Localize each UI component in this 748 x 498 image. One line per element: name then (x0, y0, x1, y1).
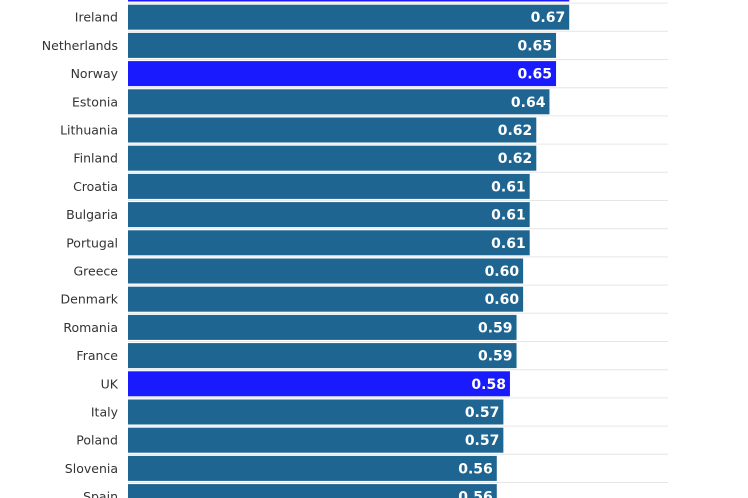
value-labels: 0.67 0.65 0.65 0.64 0.62 0.62 0.61 0.61 0.61 0.60… (458, 10, 565, 498)
category-label: Ireland (75, 10, 118, 25)
category-label: Poland (76, 433, 118, 448)
bar-finland (128, 145, 537, 171)
category-label: Croatia (73, 179, 118, 194)
category-label: Finland (73, 151, 118, 166)
value-label: 0.60 (485, 264, 520, 280)
category-label: Italy (91, 405, 119, 420)
value-label: 0.64 (511, 95, 546, 111)
value-label: 0.65 (518, 67, 553, 83)
bar-netherlands (128, 32, 557, 58)
value-label: 0.62 (498, 123, 533, 139)
bar-lithuania (128, 117, 537, 143)
category-label: Portugal (66, 235, 118, 250)
value-label: 0.61 (491, 236, 526, 252)
value-label: 0.57 (465, 405, 500, 421)
value-label: 0.61 (491, 208, 526, 224)
value-label: 0.61 (491, 179, 526, 195)
bar-poland (128, 427, 504, 453)
bar-estonia (128, 89, 550, 115)
category-label: Bulgaria (66, 207, 118, 222)
value-label: 0.65 (518, 38, 553, 54)
value-label: 0.56 (458, 461, 493, 477)
value-label: 0.60 (485, 292, 520, 308)
value-label: 0.56 (458, 490, 493, 498)
bar-spain (128, 484, 497, 498)
category-label: Estonia (72, 94, 118, 109)
bar-norway (128, 61, 557, 87)
category-label: Spain (83, 489, 118, 498)
bar-italy (128, 399, 504, 425)
gridlines (128, 2, 668, 483)
bar-slovenia (128, 455, 497, 481)
bar-ireland (128, 4, 570, 30)
category-label: France (76, 348, 118, 363)
category-label: Romania (63, 320, 118, 335)
category-label: Slovenia (65, 461, 118, 476)
value-label: 0.58 (471, 377, 506, 393)
value-label: 0.62 (498, 151, 533, 167)
category-labels: Ireland Netherlands Norway Estonia Lithuania… (42, 10, 119, 498)
bar-partial-top (128, 0, 570, 2)
bar-romania (128, 314, 517, 340)
category-label: Netherlands (42, 38, 118, 53)
category-label: Norway (71, 66, 119, 81)
bars (128, 0, 570, 498)
value-label: 0.67 (531, 10, 566, 26)
bar-uk (128, 371, 510, 397)
bar-denmark (128, 286, 524, 312)
bar-croatia (128, 173, 530, 199)
category-label: Greece (74, 264, 119, 279)
category-label: Lithuania (60, 123, 118, 138)
bar-greece (128, 258, 524, 284)
value-label: 0.59 (478, 320, 513, 336)
bar-france (128, 343, 517, 369)
bar-bulgaria (128, 202, 530, 228)
bar-portugal (128, 230, 530, 256)
value-label: 0.57 (465, 433, 500, 449)
category-label: UK (101, 376, 119, 391)
category-label: Denmark (61, 292, 119, 307)
value-label: 0.59 (478, 349, 513, 365)
